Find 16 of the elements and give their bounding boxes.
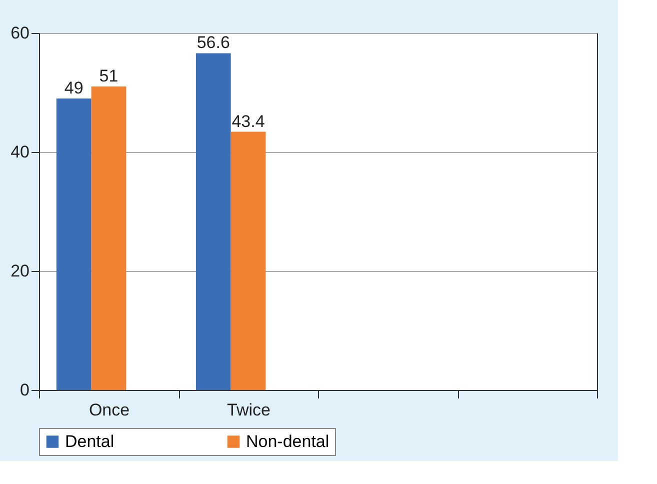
x-tick-label: Twice [227,400,270,420]
legend-label: Dental [65,432,114,451]
y-tick-label: 60 [10,24,30,42]
data-label: 56.6 [196,33,230,52]
y-tick-label: 40 [10,142,30,162]
y-tick-label: 0 [20,380,30,400]
data-label: 43.4 [232,112,265,131]
bar [91,86,126,390]
y-tick-label: 20 [10,262,30,280]
bar [56,98,92,390]
data-label: 49 [64,78,84,98]
legend-label: Non-dental [246,432,330,451]
data-label: 51 [99,66,118,86]
x-tick-label: Once [88,400,130,420]
bar [230,132,266,390]
bar [196,53,231,390]
